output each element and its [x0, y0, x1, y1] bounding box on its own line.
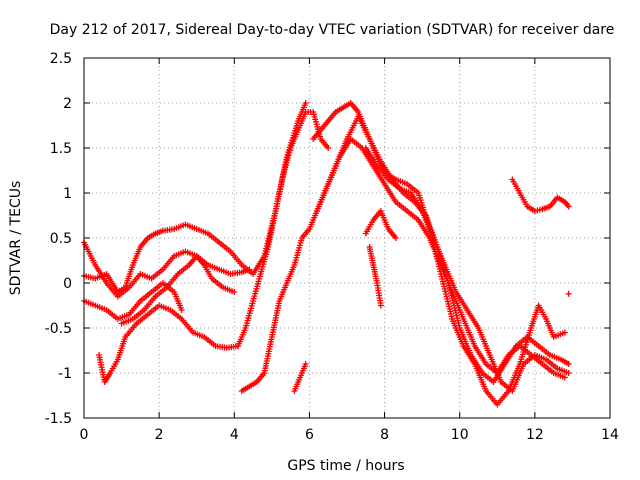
data-point [565, 290, 572, 297]
chart-title: Day 212 of 2017, Sidereal Day-to-day VTE… [50, 22, 615, 38]
y-tick-label: 1 [63, 186, 72, 202]
x-axis-label: GPS time / hours [287, 458, 404, 474]
series-arc-13 [362, 145, 572, 394]
data-point [392, 235, 399, 241]
data-point [302, 361, 309, 367]
data-point [565, 370, 572, 376]
data-point [178, 307, 185, 313]
series-arc-3 [81, 280, 185, 322]
series-arc-11 [362, 208, 399, 241]
y-axis: -1.5 -1 -0.5 0 0.5 1 1.5 2 2.5 [45, 51, 610, 427]
series-arc-6 [235, 109, 332, 349]
x-tick-label: 8 [380, 427, 389, 443]
series-arc-8 [291, 361, 309, 394]
series-arc-14 [509, 176, 572, 214]
data-point [377, 302, 384, 309]
y-tick-label: 0 [63, 276, 72, 292]
data-marks [81, 100, 572, 408]
y-tick-label: -1 [58, 366, 72, 382]
x-tick-label: 12 [526, 427, 544, 443]
data-point [561, 329, 568, 336]
series-arc-15 [565, 290, 572, 297]
y-tick-label: 2.5 [50, 51, 72, 67]
data-point [325, 145, 332, 151]
x-tick-label: 14 [601, 427, 619, 443]
y-tick-label: 1.5 [50, 141, 72, 157]
series-arc-5 [118, 253, 238, 327]
x-tick-label: 4 [230, 427, 239, 443]
data-point [565, 361, 572, 367]
grid-lines [84, 58, 610, 418]
series-arc-2 [81, 100, 309, 295]
plot-frame [83, 57, 611, 419]
x-tick-label: 2 [155, 427, 164, 443]
y-tick-label: -1.5 [45, 411, 72, 427]
data-point [561, 374, 568, 381]
y-tick-label: 2 [63, 96, 72, 112]
data-point [231, 289, 238, 295]
x-tick-label: 6 [305, 427, 314, 443]
x-tick-label: 0 [80, 427, 89, 443]
y-tick-label: 0.5 [50, 231, 72, 247]
data-point [302, 100, 309, 106]
data-point [565, 203, 572, 210]
x-tick-label: 10 [451, 427, 469, 443]
series-arc-4 [96, 302, 242, 385]
x-axis: 0 2 4 6 8 10 12 14 [80, 58, 619, 443]
y-axis-label: SDTVAR / TECUs [8, 181, 24, 296]
series-arc-12 [366, 244, 384, 309]
y-tick-label: -0.5 [45, 321, 72, 337]
